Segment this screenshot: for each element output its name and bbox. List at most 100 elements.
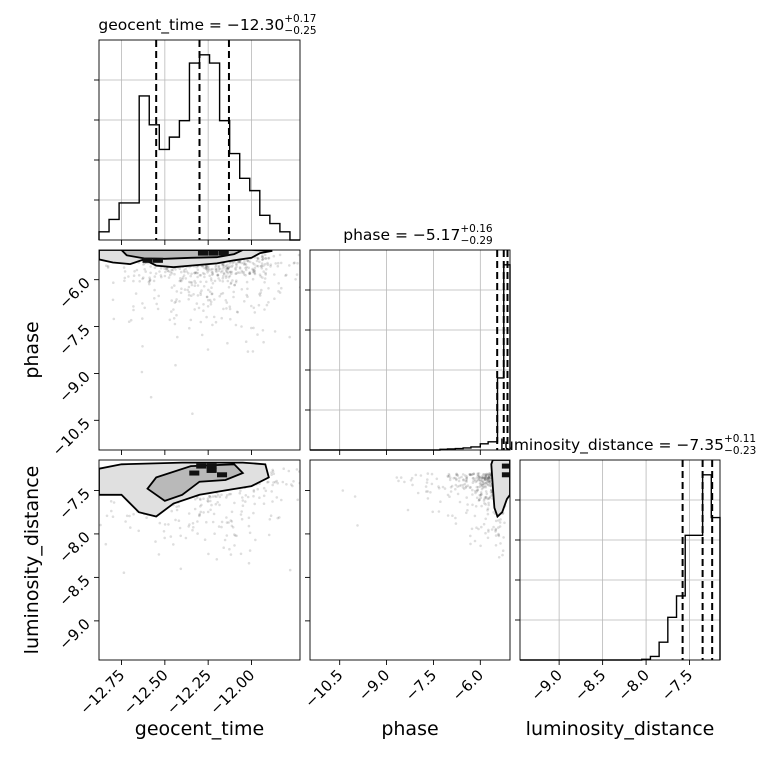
sample-point <box>397 479 400 483</box>
sample-point <box>487 475 491 479</box>
sample-point <box>144 270 147 273</box>
sample-point <box>217 525 221 528</box>
sample-point <box>165 267 169 271</box>
sample-point <box>487 530 490 533</box>
sample-point <box>471 503 474 507</box>
sample-point <box>481 480 485 483</box>
sample-point <box>497 534 501 538</box>
sample-point <box>201 265 204 268</box>
sample-point <box>251 350 255 353</box>
sample-point <box>109 500 113 503</box>
sample-point <box>241 504 245 508</box>
sample-point <box>462 487 466 491</box>
sample-point <box>240 325 243 328</box>
sample-point <box>224 299 228 302</box>
sample-point <box>497 519 500 522</box>
sample-point <box>257 303 261 307</box>
sample-point <box>485 492 489 496</box>
sample-point <box>221 264 225 267</box>
sample-point <box>230 272 233 276</box>
sample-point <box>105 264 108 268</box>
sample-point <box>207 267 211 271</box>
grid-horizontal <box>310 289 510 411</box>
sample-point <box>149 265 152 268</box>
sample-point <box>191 412 194 416</box>
sample-point <box>184 267 187 271</box>
sample-point <box>276 264 280 268</box>
sample-point <box>501 553 504 557</box>
sample-point <box>481 484 484 487</box>
sample-point <box>193 507 197 511</box>
panel-frame <box>309 249 511 451</box>
sample-point <box>141 345 144 348</box>
sample-point <box>83 309 86 312</box>
sample-point <box>211 272 215 276</box>
sample-point <box>456 485 459 488</box>
sample-point <box>477 478 480 482</box>
sample-point <box>210 292 214 296</box>
sample-point <box>228 305 232 309</box>
sample-point <box>238 491 242 495</box>
sample-point <box>264 273 268 276</box>
sample-point <box>469 485 472 489</box>
sample-point <box>233 260 236 264</box>
sample-point <box>482 499 486 502</box>
sample-point <box>473 539 477 543</box>
sample-point <box>341 489 345 492</box>
sample-point <box>494 528 498 532</box>
sample-point <box>187 285 191 289</box>
panel-hist-phase: phase = −5.17+0.16 −0.29 <box>305 223 511 455</box>
scatter-content <box>83 250 300 416</box>
y-tick-label: −10.5 <box>49 414 94 459</box>
sample-point <box>285 273 288 277</box>
sample-point <box>246 287 249 291</box>
title-main: luminosity_distance = −7.35 <box>500 436 724 455</box>
x-tick-label: −7.5 <box>402 666 440 704</box>
sample-point <box>431 510 435 514</box>
sample-point <box>164 270 167 274</box>
sample-point <box>225 521 229 524</box>
sample-point <box>179 279 182 282</box>
sample-point <box>441 485 445 489</box>
sample-point <box>424 485 428 488</box>
sample-point <box>112 501 116 504</box>
title-superscript: +0.17 <box>284 13 316 25</box>
sample-point <box>206 298 210 302</box>
title-subscript: −0.25 <box>284 25 316 37</box>
sample-point <box>484 517 488 521</box>
sample-point <box>231 526 235 529</box>
panel-hist-luminosity-distance: −9.0 −8.5 −8.0 −7.5 luminosity_distance = −7… <box>500 433 757 705</box>
sample-point <box>280 498 283 502</box>
sample-point <box>196 275 199 279</box>
sample-point <box>153 297 156 300</box>
sample-point <box>497 526 500 529</box>
sample-point <box>141 277 144 281</box>
sample-point <box>468 486 472 490</box>
sample-point <box>204 266 208 269</box>
sample-point <box>209 496 212 499</box>
sample-point <box>266 481 269 484</box>
histogram-step <box>520 474 721 661</box>
sample-point <box>284 274 287 277</box>
sample-point <box>461 483 465 487</box>
sample-point <box>293 261 296 265</box>
sample-point <box>132 308 135 312</box>
sample-point <box>472 476 475 480</box>
sample-point <box>458 484 461 488</box>
sample-point <box>483 484 487 488</box>
grid-vertical <box>121 40 252 240</box>
sample-point <box>191 522 195 525</box>
sample-point <box>484 476 488 479</box>
sample-point <box>474 491 477 495</box>
sample-point <box>231 261 235 265</box>
sample-point <box>471 481 475 485</box>
sample-point <box>215 558 219 561</box>
sample-point <box>106 264 110 268</box>
y-tick-label: −7.5 <box>55 485 93 523</box>
grid-vertical <box>558 460 690 660</box>
sample-point <box>207 288 210 292</box>
sample-point <box>215 270 218 274</box>
sample-point <box>141 317 144 320</box>
panel-frame <box>98 249 301 451</box>
